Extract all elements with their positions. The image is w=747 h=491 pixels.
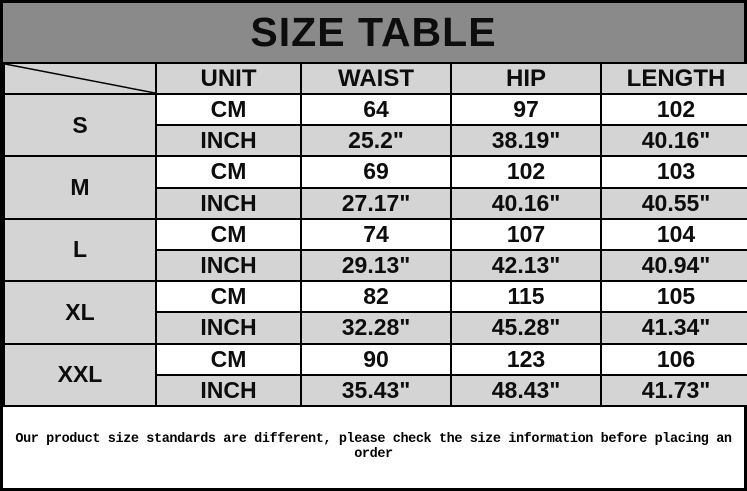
size-table: UNIT WAIST HIP LENGTH S CM 64 97 102 INC…	[3, 62, 747, 407]
value-cell: 42.13"	[450, 248, 602, 283]
value-cell: 102	[600, 92, 747, 127]
table-row: INCH 27.17" 40.16" 40.55"	[4, 186, 747, 220]
value-cell: 40.94"	[600, 248, 747, 283]
table-row: INCH 29.13" 42.13" 40.94"	[4, 248, 747, 283]
value-cell: 90	[300, 342, 452, 376]
value-cell: 123	[450, 342, 602, 376]
unit-cell: INCH	[155, 373, 302, 407]
unit-cell: CM	[155, 280, 302, 314]
value-cell: 102	[450, 155, 602, 189]
diagonal-line-icon	[5, 64, 155, 93]
value-cell: 45.28"	[450, 311, 602, 345]
size-label-xxl: XXL	[3, 342, 157, 407]
value-cell: 25.2"	[300, 124, 452, 158]
size-label-m: M	[3, 155, 157, 220]
value-cell: 48.43"	[450, 373, 602, 407]
value-cell: 97	[450, 92, 602, 127]
value-cell: 64	[300, 92, 452, 127]
unit-cell: CM	[155, 92, 302, 127]
value-cell: 104	[600, 217, 747, 251]
table-row: XXL CM 90 123 106	[3, 342, 747, 407]
unit-cell: INCH	[155, 248, 302, 283]
col-header-hip: HIP	[450, 62, 602, 95]
value-cell: 105	[600, 280, 747, 314]
value-cell: 82	[300, 280, 452, 314]
table-row: L CM 74 107 104	[3, 217, 747, 283]
col-header-waist: WAIST	[300, 62, 452, 95]
table-row: S CM 64 97 102	[3, 92, 747, 158]
diagonal-corner-cell	[3, 62, 157, 95]
value-cell: 74	[300, 217, 452, 251]
value-cell: 40.16"	[600, 124, 747, 158]
col-header-unit: UNIT	[155, 62, 302, 95]
table-row: INCH 35.43" 48.43" 41.73"	[4, 373, 747, 407]
value-cell: 103	[600, 155, 747, 189]
value-cell: 40.16"	[450, 186, 602, 220]
value-cell: 32.28"	[300, 311, 452, 345]
unit-cell: CM	[155, 217, 302, 251]
value-cell: 107	[450, 217, 602, 251]
value-cell: 115	[450, 280, 602, 314]
unit-cell: CM	[155, 342, 302, 376]
value-cell: 41.34"	[600, 311, 747, 345]
size-label-xl: XL	[3, 280, 157, 345]
value-cell: 41.73"	[600, 373, 747, 407]
table-row: INCH 32.28" 45.28" 41.34"	[4, 311, 747, 345]
header-row: UNIT WAIST HIP LENGTH	[3, 62, 747, 95]
value-cell: 35.43"	[300, 373, 452, 407]
value-cell: 38.19"	[450, 124, 602, 158]
unit-cell: INCH	[155, 186, 302, 220]
value-cell: 29.13"	[300, 248, 452, 283]
size-table-title: SIZE TABLE	[3, 3, 744, 62]
table-row: M CM 69 102 103	[3, 155, 747, 220]
size-note: Our product size standards are different…	[3, 406, 744, 488]
value-cell: 69	[300, 155, 452, 189]
value-cell: 106	[600, 342, 747, 376]
table-row: INCH 25.2" 38.19" 40.16"	[4, 124, 747, 158]
unit-cell: CM	[155, 155, 302, 189]
value-cell: 27.17"	[300, 186, 452, 220]
value-cell: 40.55"	[600, 186, 747, 220]
unit-cell: INCH	[155, 311, 302, 345]
size-label-l: L	[3, 217, 157, 283]
table-row: XL CM 82 115 105	[3, 280, 747, 345]
col-header-length: LENGTH	[600, 62, 747, 95]
size-label-s: S	[3, 92, 157, 158]
unit-cell: INCH	[155, 124, 302, 158]
